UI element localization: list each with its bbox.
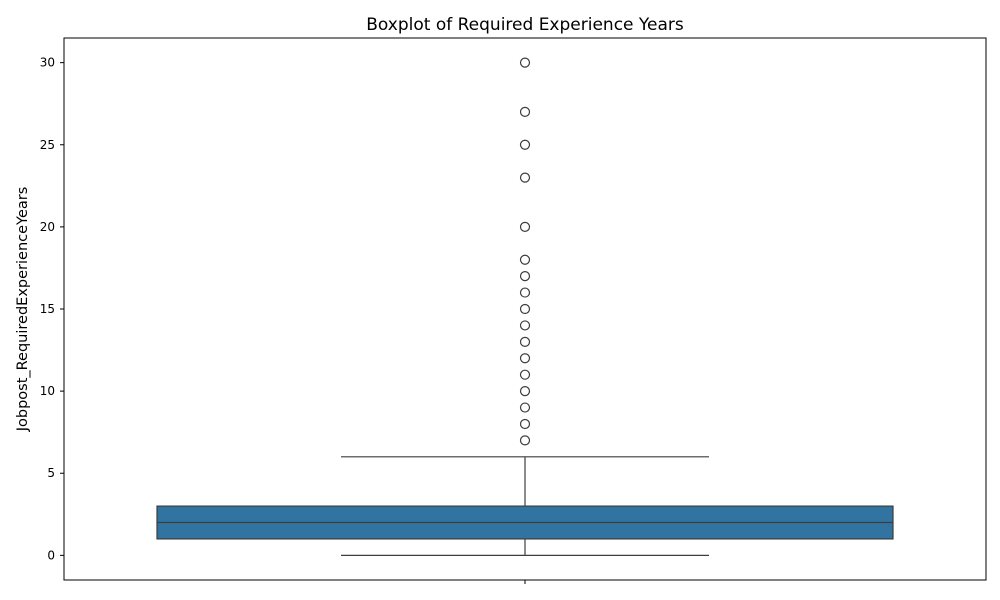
chart-title: Boxplot of Required Experience Years <box>366 15 684 35</box>
y-axis-label: Jobpost_RequiredExperienceYears <box>15 187 31 433</box>
outlier-point <box>519 369 531 380</box>
y-tick-label: 5 <box>47 466 55 480</box>
outlier-point <box>519 271 531 282</box>
outlier-point <box>519 254 531 265</box>
y-tick-label: 25 <box>40 138 55 152</box>
outlier-point <box>519 287 531 298</box>
outlier-point <box>519 139 531 150</box>
outlier-point <box>519 336 531 347</box>
plot-frame <box>63 37 987 581</box>
outlier-point <box>519 435 531 446</box>
y-tick-label: 30 <box>40 56 55 70</box>
outliers-group <box>519 57 531 446</box>
y-tick-label: 20 <box>40 220 55 234</box>
outlier-point <box>519 418 531 430</box>
outlier-point <box>519 221 531 232</box>
outlier-point <box>519 320 531 331</box>
outlier-point <box>519 303 531 315</box>
y-tick-label: 0 <box>47 548 55 562</box>
y-axis-ticks: 0 5 10 15 20 25 30 <box>40 56 526 584</box>
y-tick-label: 10 <box>40 384 55 398</box>
outlier-point <box>519 106 531 118</box>
outlier-point <box>519 57 531 68</box>
outlier-point <box>519 386 531 397</box>
box-group <box>156 456 894 556</box>
outlier-point <box>519 402 531 413</box>
outlier-point <box>519 172 531 183</box>
outlier-point <box>519 353 531 364</box>
y-tick-label: 15 <box>40 302 55 316</box>
